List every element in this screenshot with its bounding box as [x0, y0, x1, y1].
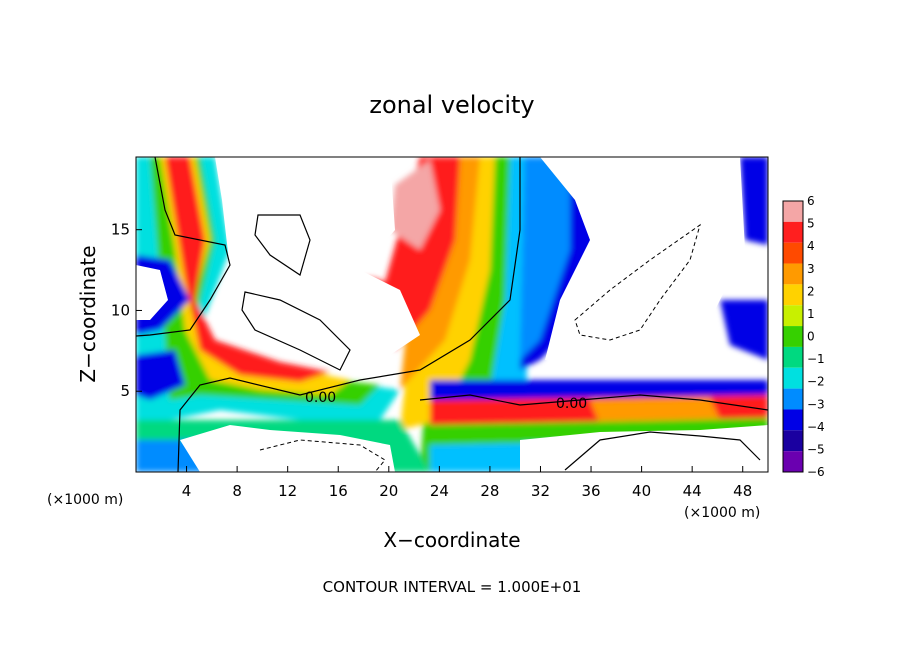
x-tick-label: 28: [480, 482, 499, 500]
y-tick-label: 15: [111, 221, 130, 239]
x-tick-label: 48: [733, 482, 752, 500]
colorbar-swatch: [783, 367, 803, 389]
x-tick-label: 40: [632, 482, 651, 500]
colorbar-swatch: [783, 201, 803, 222]
colorbar-swatch: [783, 430, 803, 452]
contour-interval-note: CONTOUR INTERVAL = 1.000E+01: [323, 578, 582, 596]
x-unit-left: (×1000 m): [47, 492, 123, 508]
colorbar-swatch: [783, 326, 803, 347]
x-tick-label: 36: [581, 482, 600, 500]
colorbar-tick-label: 0: [807, 330, 815, 344]
x-tick-label: 20: [379, 482, 398, 500]
dashed-contours: [259, 223, 701, 472]
colorbar-tick-label: 5: [807, 217, 815, 231]
x-tick-label: 44: [683, 482, 702, 500]
colorbar-tick-label: 1: [807, 307, 815, 321]
contour-lines: [136, 157, 768, 472]
colorbar-frame: [782, 200, 804, 473]
x-tick-label: 16: [329, 482, 348, 500]
colorbar-tick-label: 6: [807, 194, 815, 208]
colorbar-tick-label: −6: [807, 465, 825, 479]
plot-area: 0.00 0.00: [135, 156, 769, 473]
colorbar-swatch: [783, 263, 803, 285]
x-tick-label: 4: [182, 482, 192, 500]
colorbar-tick-label: −3: [807, 397, 825, 411]
colorbar-tick-label: −1: [807, 352, 825, 366]
x-axis-label: X−coordinate: [383, 528, 520, 552]
colorbar-swatch: [783, 451, 803, 472]
colorbar-swatch: [783, 305, 803, 327]
colorbar-swatch: [783, 388, 803, 410]
velocity-field: [136, 157, 768, 472]
x-unit-right: (×1000 m): [684, 505, 760, 521]
plot-frame: [135, 156, 769, 473]
colorbar-swatch: [783, 346, 803, 368]
colorbar-tick-label: −5: [807, 442, 825, 456]
colorbar-tick-label: −2: [807, 375, 825, 389]
x-tick-label: 24: [430, 482, 449, 500]
y-tick-label: 10: [111, 301, 130, 319]
x-tick-label: 12: [278, 482, 297, 500]
x-axis: 4 8 12 16 20 24 28 32 36 40 44 48: [182, 466, 752, 500]
x-tick-label: 32: [531, 482, 550, 500]
colorbar-swatch: [783, 221, 803, 243]
y-axis: 5 10 15: [111, 221, 142, 400]
colorbar-swatch: [783, 409, 803, 431]
colorbar-swatch: [783, 284, 803, 306]
x-tick-label: 8: [232, 482, 242, 500]
colorbar-tick-label: 2: [807, 284, 815, 298]
colorbar-tick-label: 3: [807, 262, 815, 276]
colorbar-tick-label: 4: [807, 239, 815, 253]
colorbar-swatch: [783, 242, 803, 264]
colorbar: 6 5 4 3 2 1 0 −1 −2 −3 −4 −5 −6: [782, 194, 825, 479]
y-axis-label: Z−coordinate: [76, 245, 100, 382]
chart-title: zonal velocity: [369, 91, 534, 119]
colorbar-tick-label: −4: [807, 420, 825, 434]
y-tick-label: 5: [120, 382, 130, 400]
contour-label: 0.00: [556, 396, 587, 412]
contour-label: 0.00: [305, 390, 336, 406]
